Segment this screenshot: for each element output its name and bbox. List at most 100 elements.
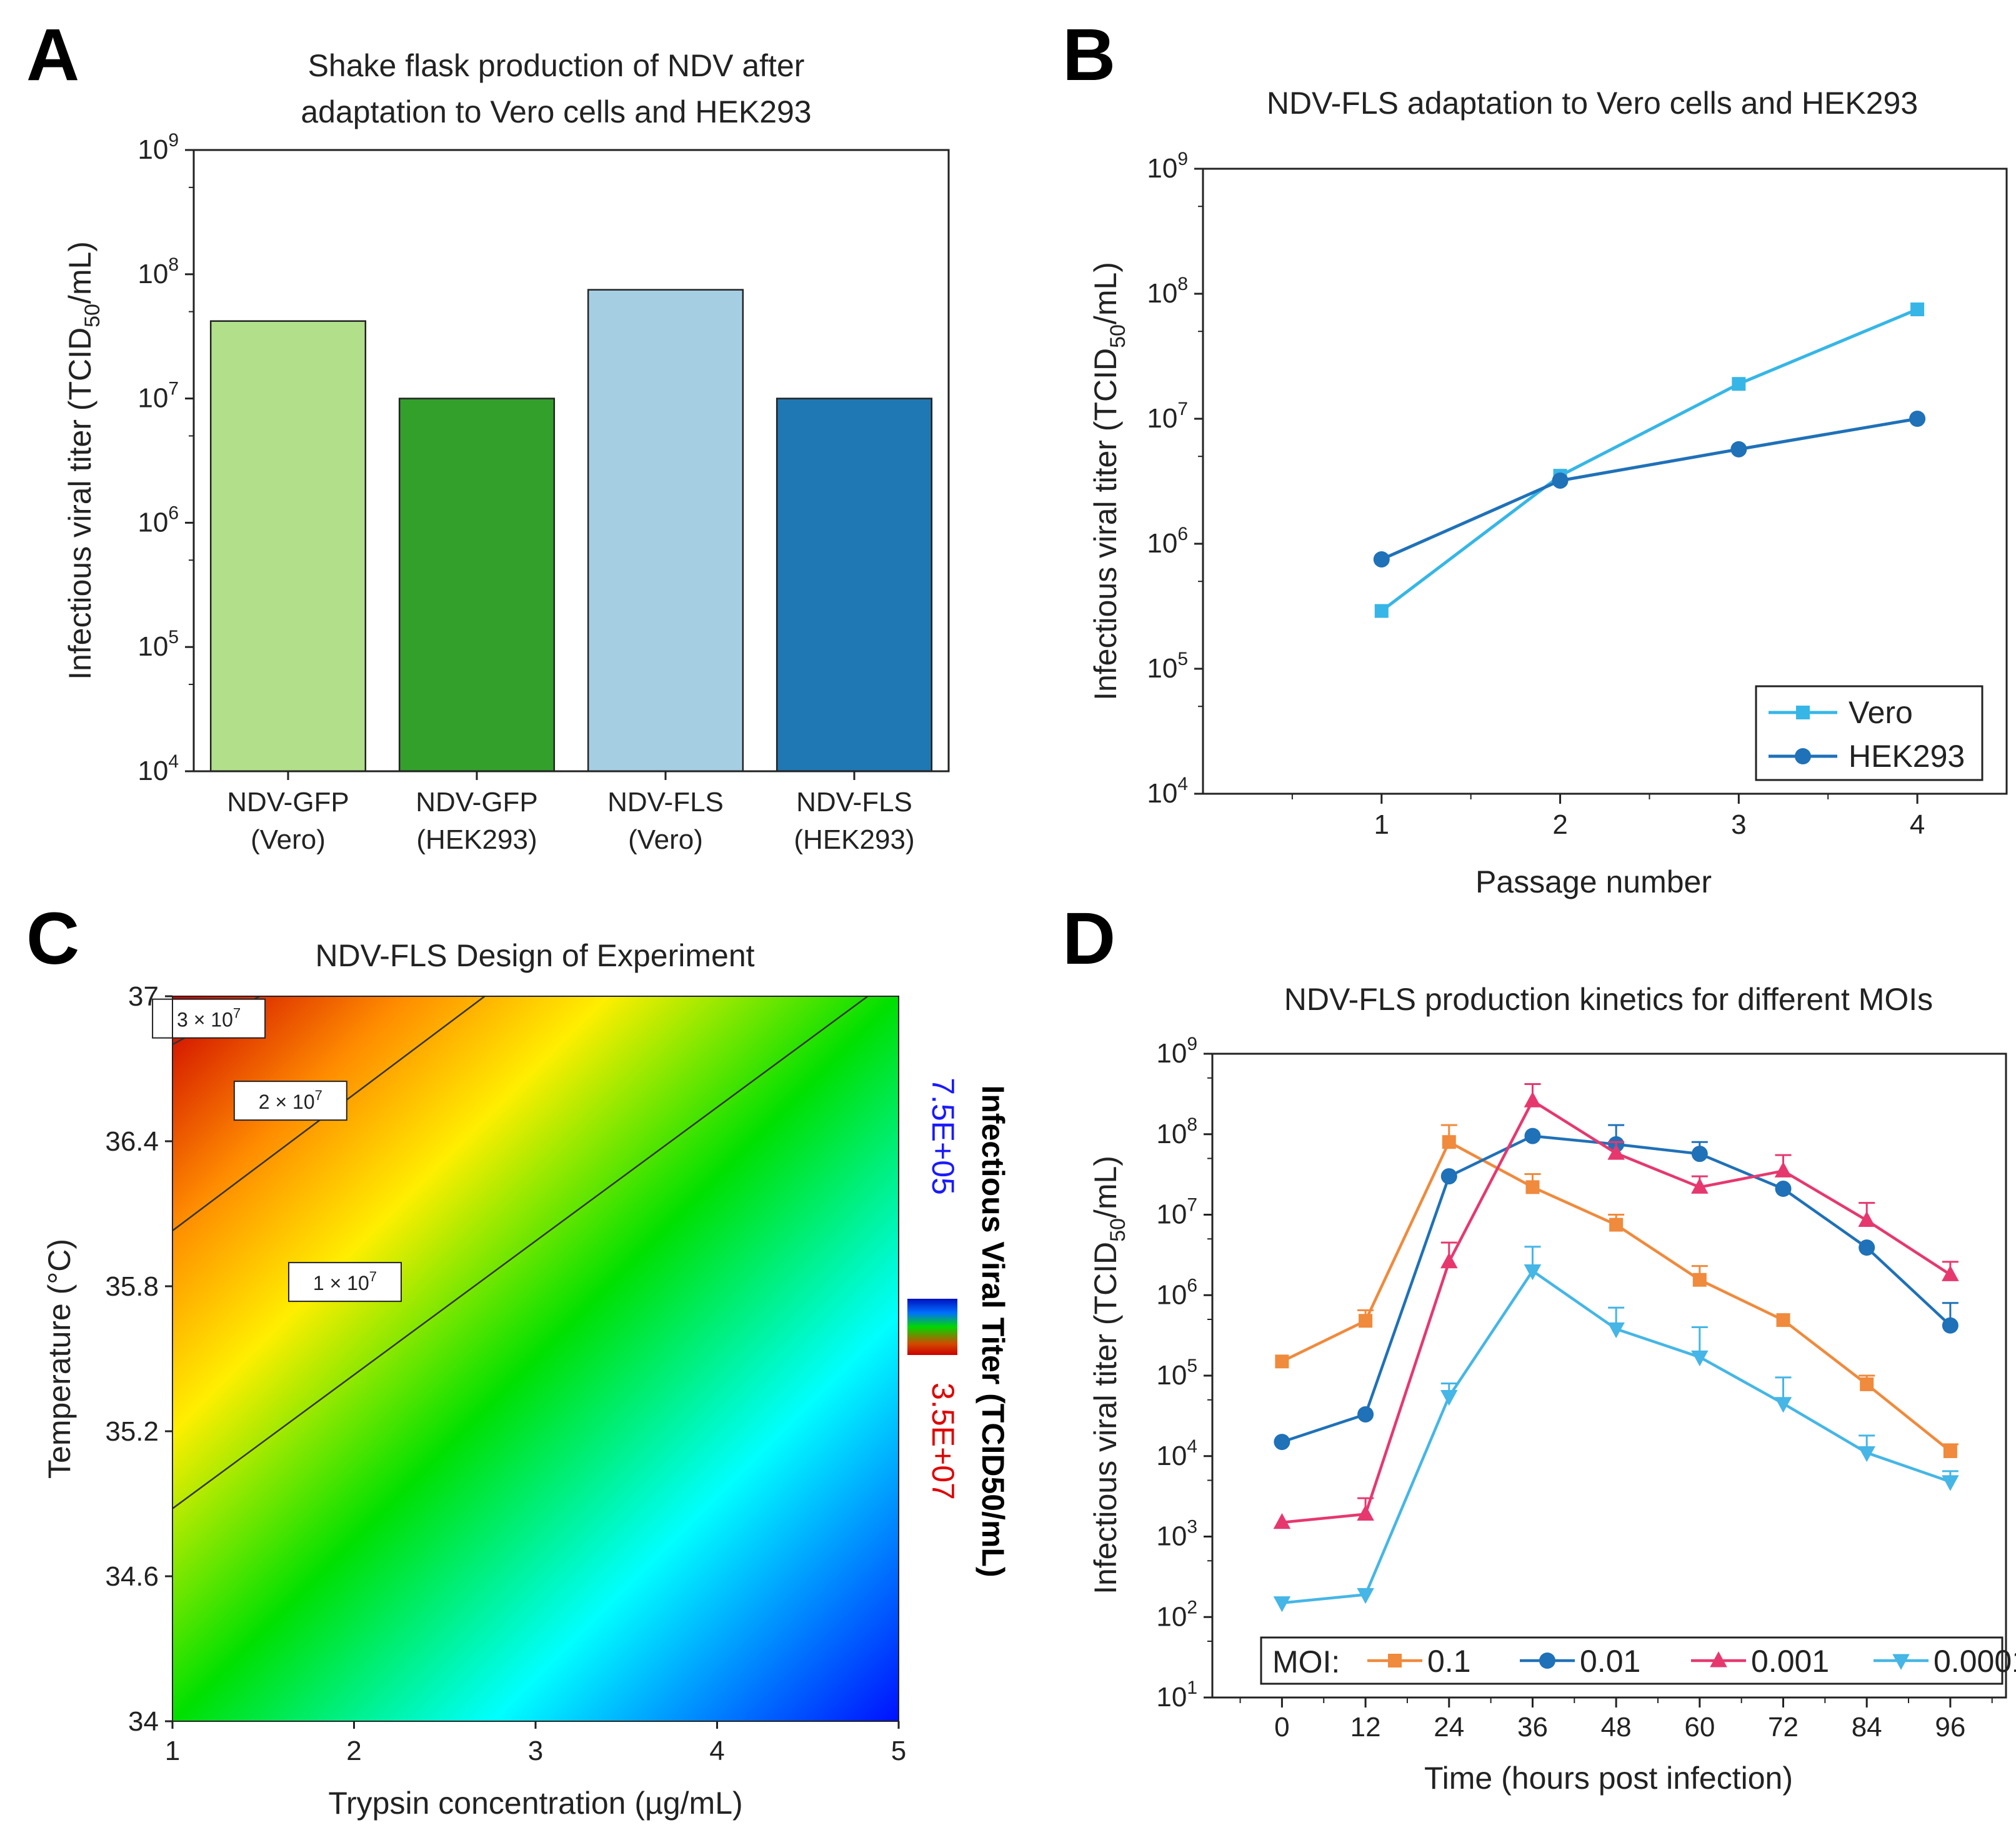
panel-letter-d: D [1062, 898, 1115, 980]
panel-b-series [1373, 302, 1926, 618]
data-point [1691, 1178, 1709, 1194]
data-point [1273, 1596, 1291, 1612]
bar-2 [587, 289, 744, 772]
y-tick-label: 109 [1147, 149, 1188, 184]
x-tick-label: 0 [1274, 1712, 1289, 1742]
panel-a-bars [209, 289, 933, 772]
panel-d-x-axis-label: Time (hours post infection) [1424, 1761, 1793, 1796]
x-tick-label: 12 [1350, 1712, 1381, 1742]
data-point [1732, 377, 1746, 391]
x-tick-label: (Vero) [251, 824, 326, 855]
legend-label: 0.0001 [1934, 1644, 2016, 1679]
legend-marker [1796, 706, 1810, 719]
x-tick-label: 60 [1684, 1712, 1715, 1742]
data-point [1910, 302, 1925, 316]
y-tick-label: 37 [128, 981, 159, 1012]
x-tick-label: NDV-FLS [796, 787, 912, 818]
panel-c-contour-labels: 1 × 107 2 × 107 3 × 107 [152, 998, 402, 1302]
y-tick-label: 109 [1156, 1034, 1197, 1069]
legend-marker [1539, 1652, 1555, 1669]
series-line-moi-0.1 [1281, 1140, 1952, 1452]
contour-label-box [233, 1081, 347, 1121]
y-tick-label: 36.4 [105, 1126, 159, 1157]
data-point [1524, 1128, 1541, 1144]
data-point [1273, 1512, 1291, 1529]
panel-a-bar-chart: Shake flask production of NDV after adap… [62, 48, 950, 855]
panel-d-y-axis-label: Infectious viral titer (TCID50/mL) [1088, 1156, 1130, 1594]
data-point [1374, 604, 1389, 618]
data-point [1942, 1317, 1959, 1334]
colorbar-min-label: 7.5E+05 [926, 1078, 961, 1195]
data-point [1858, 1446, 1875, 1462]
data-point [1373, 551, 1390, 568]
y-tick-label: 109 [137, 130, 179, 165]
panel-c-y-axis-label: Temperature (°C) [42, 1239, 77, 1479]
panel-letter-c: C [26, 898, 79, 980]
contour-label-box [287, 1262, 402, 1302]
legend-label: 0.01 [1580, 1644, 1640, 1679]
panel-d-y-ticks: 101 102 103 104 105 106 107 108 109 [1156, 1034, 1212, 1712]
x-tick-label: 36 [1517, 1712, 1548, 1742]
panel-d-title: NDV-FLS production kinetics for differen… [1284, 982, 1933, 1017]
data-point [1691, 1146, 1708, 1162]
panel-a-title-line1: Shake flask production of NDV after [308, 48, 805, 83]
legend-label: Vero [1849, 695, 1913, 730]
legend-label: 0.1 [1427, 1644, 1471, 1679]
panel-c-x-ticks: 1 2 3 4 5 [165, 1721, 906, 1766]
panel-d-legend: MOI: 0.1 0.01 0.001 0.0001 [1260, 1636, 2016, 1685]
data-point [1359, 1314, 1373, 1328]
data-point [1691, 1350, 1709, 1367]
panel-a-title-line2: adaptation to Vero cells and HEK293 [301, 94, 811, 129]
x-tick-label: 72 [1768, 1712, 1799, 1742]
x-tick-label: (HEK293) [794, 824, 914, 855]
panel-c-x-axis-label: Trypsin concentration (µg/mL) [328, 1786, 742, 1821]
x-tick-label: 84 [1852, 1712, 1882, 1742]
data-point [1607, 1322, 1625, 1339]
bar-3 [776, 398, 933, 772]
data-point [1442, 1135, 1456, 1149]
y-tick-label: 106 [137, 502, 179, 538]
y-tick-label: 107 [1156, 1195, 1197, 1230]
panel-d-x-ticks: 0 12 24 36 48 60 72 84 96 [1239, 1698, 1993, 1742]
x-tick-label: 2 [346, 1736, 361, 1766]
x-tick-label: 4 [709, 1736, 724, 1766]
x-tick-label: 48 [1601, 1712, 1632, 1742]
y-tick-label: 34.6 [105, 1561, 159, 1592]
y-tick-label: 102 [1156, 1597, 1197, 1632]
data-point [1776, 1313, 1790, 1328]
data-point [1774, 1161, 1792, 1178]
panel-d-legend-title: MOI: [1272, 1644, 1340, 1679]
y-tick-label: 105 [1147, 649, 1188, 684]
x-tick-label: 96 [1935, 1712, 1965, 1742]
series-line-hek293 [1380, 417, 1918, 561]
data-point [1692, 1272, 1707, 1287]
x-tick-label: NDV-GFP [227, 787, 349, 818]
y-tick-label: 107 [1147, 399, 1188, 434]
contour-line [172, 996, 869, 1509]
colorbar-title: Infectious Viral Titer (TCID50/mL) [976, 1085, 1010, 1577]
data-point [1730, 441, 1747, 458]
data-point [1607, 1144, 1625, 1160]
series-line-vero [1380, 308, 1919, 612]
y-tick-label: 105 [1156, 1356, 1197, 1391]
x-tick-label: 5 [891, 1736, 906, 1766]
x-tick-label: 24 [1434, 1712, 1464, 1742]
x-tick-label: 1 [165, 1736, 180, 1766]
x-tick-label: (HEK293) [416, 824, 537, 855]
data-point [1774, 1397, 1792, 1413]
panel-b-title: NDV-FLS adaptation to Vero cells and HEK… [1267, 86, 1918, 121]
data-point [1942, 1475, 1959, 1491]
y-tick-label: 106 [1147, 524, 1188, 559]
bar-0 [209, 320, 367, 772]
data-point [1440, 1389, 1458, 1406]
panel-a-y-axis-label: Infectious viral titer (TCID50/mL) [62, 241, 104, 680]
data-point [1525, 1180, 1540, 1194]
legend-marker [1795, 748, 1811, 764]
panel-b-x-ticks: 1 2 3 4 [1291, 794, 1925, 840]
legend-marker [1710, 1651, 1727, 1668]
x-tick-label: 3 [528, 1736, 543, 1766]
data-point [1357, 1588, 1374, 1604]
panel-c-heatmap: NDV-FLS Design of Experiment 1 × 107 2 × … [42, 938, 1010, 1821]
x-tick-label: NDV-FLS [607, 787, 724, 818]
